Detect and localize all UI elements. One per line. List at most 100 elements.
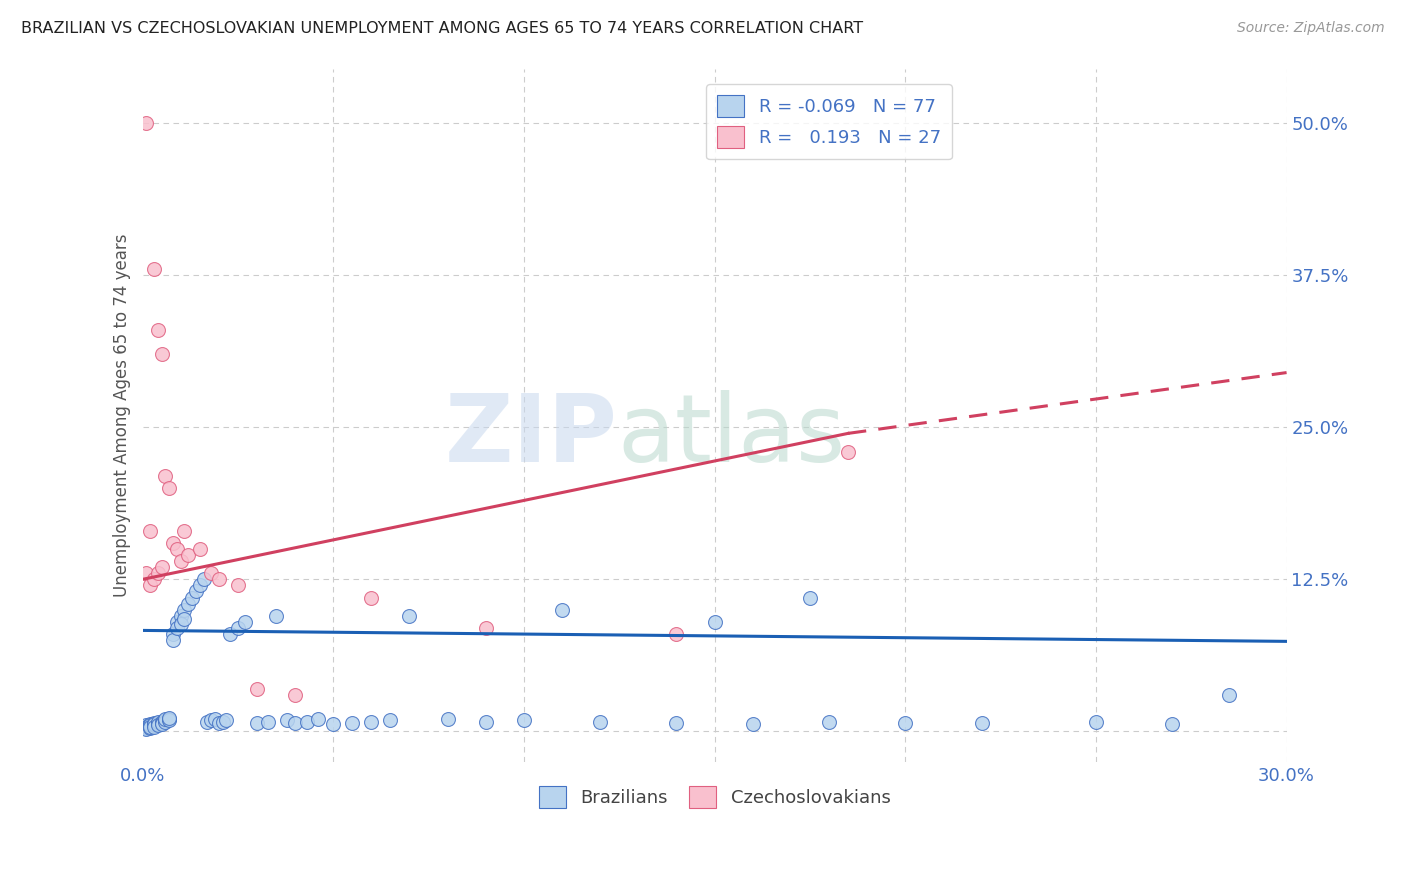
Point [173,524,195,538]
Point [135,566,157,581]
Point [146,717,169,731]
Point [284,715,307,730]
Point [257,714,280,729]
Point [139,578,162,592]
Point [837,444,859,458]
Point [474,714,496,729]
Point [157,481,180,495]
Point [246,681,269,696]
Point [246,715,269,730]
Point [200,566,222,581]
Point [181,591,204,605]
Point [150,714,173,729]
Point [195,714,218,729]
Point [219,627,242,641]
Point [1218,688,1240,702]
Point [173,612,195,626]
Point [188,578,211,592]
Point [166,615,188,629]
Point [150,560,173,574]
Point [150,715,173,730]
Point [184,584,207,599]
Point [169,608,191,623]
Point [146,715,169,730]
Point [143,717,166,731]
Point [139,721,162,735]
Point [360,591,382,605]
Point [284,688,307,702]
Point [322,717,344,731]
Point [135,722,157,736]
Point [135,721,157,735]
Point [380,714,402,728]
Point [139,719,162,733]
Point [135,116,157,130]
Point [139,719,162,733]
Point [188,541,211,556]
Point [139,524,162,538]
Point [208,572,231,586]
Point [143,717,166,731]
Point [665,715,688,730]
Point [162,633,184,648]
Point [143,715,166,730]
Point [143,719,166,733]
Point [799,591,821,605]
Point [155,714,177,729]
Point [169,617,191,632]
Point [177,548,200,562]
Point [741,717,763,731]
Point [143,572,166,586]
Point [398,608,420,623]
Point [360,714,382,729]
Point [157,714,180,728]
Point [162,627,184,641]
Text: Source: ZipAtlas.com: Source: ZipAtlas.com [1237,21,1385,35]
Point [342,715,364,730]
Point [226,578,249,592]
Text: ZIP: ZIP [444,390,617,482]
Point [513,714,536,728]
Point [173,603,195,617]
Point [146,566,169,581]
Point [177,597,200,611]
Point [155,712,177,726]
Point [157,712,180,726]
Point [155,714,177,728]
Point [150,717,173,731]
Point [146,718,169,732]
Point [818,714,841,729]
Point [200,714,222,728]
Point [139,718,162,732]
Point [146,714,169,729]
Point [135,718,157,732]
Point [264,608,287,623]
Point [166,541,188,556]
Point [551,603,574,617]
Point [215,714,238,728]
Point [204,712,226,726]
Point [146,323,169,337]
Point [208,715,231,730]
Point [139,717,162,731]
Point [211,714,233,729]
Point [894,715,917,730]
Text: BRAZILIAN VS CZECHOSLOVAKIAN UNEMPLOYMENT AMONG AGES 65 TO 74 YEARS CORRELATION : BRAZILIAN VS CZECHOSLOVAKIAN UNEMPLOYMEN… [21,21,863,36]
Point [235,615,257,629]
Legend: Brazilians, Czechoslovakians: Brazilians, Czechoslovakians [531,779,898,815]
Point [295,714,318,729]
Point [589,714,612,729]
Point [1084,714,1107,729]
Point [307,712,329,726]
Point [193,572,215,586]
Point [474,621,496,635]
Point [665,627,688,641]
Point [155,469,177,483]
Point [169,554,191,568]
Point [166,621,188,635]
Point [135,719,157,733]
Point [139,718,162,732]
Point [162,536,184,550]
Point [703,615,725,629]
Point [226,621,249,635]
